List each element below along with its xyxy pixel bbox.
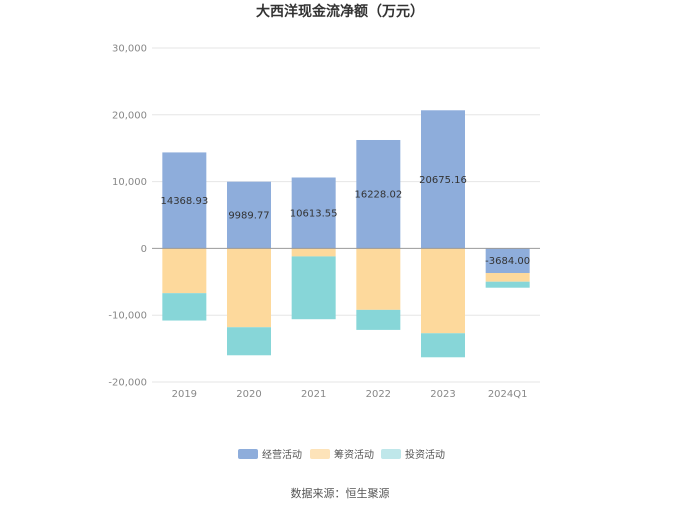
y-axis: 30,000 20,000 10,000 0 -10,000 -20,000 — [108, 44, 147, 389]
chart-title: 大西洋现金流净额（万元） — [256, 3, 424, 20]
bar-筹资活动-2024Q1 — [485, 273, 530, 282]
legend: 经营活动 筹资活动 投资活动 — [238, 448, 445, 461]
data-label: -3684.00 — [485, 256, 530, 267]
bar-经营活动-2020 — [227, 181, 271, 249]
bars — [162, 110, 530, 358]
bar-投资活动-2023 — [421, 333, 465, 358]
x-tick-label: 2023 — [430, 389, 455, 400]
y-tick-label: -20,000 — [108, 378, 147, 389]
bar-经营活动-2023 — [421, 110, 465, 249]
bar-投资活动-2020 — [227, 327, 271, 356]
bar-投资活动-2024Q1 — [485, 281, 530, 288]
bar-筹资活动-2022 — [356, 248, 401, 310]
bar-经营活动-2019 — [162, 152, 207, 249]
data-label: 9989.77 — [228, 211, 269, 222]
legend-label: 投资活动 — [405, 448, 445, 461]
bar-投资活动-2019 — [162, 293, 207, 321]
x-tick-label: 2021 — [301, 389, 326, 400]
x-tick-label: 2024Q1 — [488, 389, 528, 400]
bar-筹资活动-2023 — [421, 248, 465, 334]
bar-筹资活动-2019 — [162, 248, 207, 294]
data-label: 10613.55 — [290, 208, 338, 219]
bar-经营活动-2022 — [356, 139, 401, 249]
bar-筹资活动-2021 — [291, 248, 336, 257]
legend-swatch — [381, 449, 401, 459]
x-axis: 2019 2020 2021 2022 2023 2024Q1 — [152, 381, 540, 400]
data-labels: 14368.93 9989.77 10613.55 16228.02 20675.16 -… — [160, 175, 530, 267]
bar-筹资活动-2020 — [227, 248, 271, 328]
bar-投资活动-2021 — [291, 256, 336, 320]
x-tick-label: 2020 — [236, 389, 261, 400]
legend-label: 筹资活动 — [334, 448, 374, 461]
source-note: 数据来源：恒生聚源 — [291, 486, 390, 500]
x-tick-label: 2019 — [172, 389, 197, 400]
y-tick-label: 20,000 — [112, 110, 147, 121]
bar-投资活动-2022 — [356, 309, 401, 330]
legend-swatch — [238, 449, 258, 459]
data-label: 20675.16 — [419, 175, 467, 186]
bar-经营活动-2024Q1 — [485, 248, 530, 274]
y-tick-label: -10,000 — [108, 311, 147, 322]
legend-label: 经营活动 — [262, 448, 302, 461]
y-tick-label: 10,000 — [112, 177, 147, 188]
y-tick-label: 30,000 — [112, 44, 147, 55]
bar-经营活动-2021 — [291, 177, 336, 249]
grid-lines — [152, 47, 540, 383]
data-label: 16228.02 — [354, 190, 402, 201]
legend-swatch — [310, 449, 330, 459]
y-tick-label: 0 — [141, 244, 147, 255]
x-tick-label: 2022 — [366, 389, 391, 400]
data-label: 14368.93 — [160, 196, 208, 207]
